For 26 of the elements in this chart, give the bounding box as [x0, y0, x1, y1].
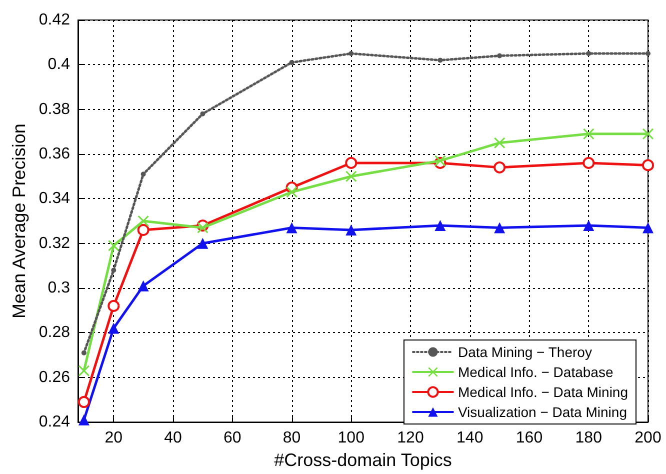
legend-label: Medical Info. − Database	[458, 364, 614, 380]
y-tick-label: 0.32	[38, 234, 70, 252]
y-tick-label: 0.36	[38, 146, 70, 163]
y-tick-label: 0.4	[48, 56, 70, 74]
x-axis-title: #Cross-domain Topics	[274, 450, 452, 470]
x-tick-label: 80	[282, 430, 301, 447]
y-tick-label: 0.42	[38, 12, 70, 28]
x-tick-label: 40	[164, 430, 182, 447]
legend-label: Data Mining − Theroy	[458, 344, 592, 360]
x-tick-label: 120	[397, 430, 424, 447]
legend-label: Visualization − Data Mining	[458, 404, 627, 420]
y-tick-label: 0.38	[38, 100, 70, 118]
x-tick-label: 180	[575, 430, 602, 447]
x-tick-label: 200	[634, 430, 662, 447]
x-tick-label: 60	[223, 430, 242, 447]
y-tick-label: 0.34	[38, 190, 70, 208]
x-tick-label: 100	[338, 430, 365, 447]
y-tick-label: 0.28	[38, 324, 70, 342]
legend-label: Medical Info. − Data Mining	[458, 384, 628, 400]
x-tick-label: 140	[456, 430, 484, 447]
y-tick-label: 0.26	[38, 368, 70, 386]
y-tick-label: 0.3	[48, 280, 70, 297]
x-tick-label: 20	[104, 430, 123, 447]
y-tick-label: 0.24	[38, 414, 70, 431]
x-tick-label: 160	[516, 430, 543, 447]
y-axis-title: Mean Average Precision	[8, 124, 29, 318]
